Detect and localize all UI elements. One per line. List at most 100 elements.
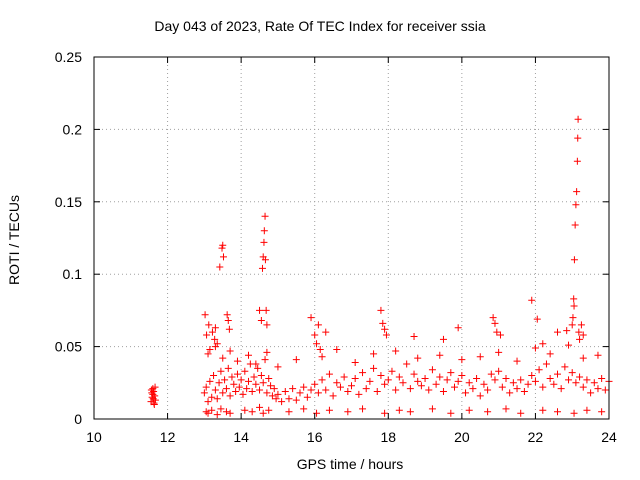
data-point [311, 380, 319, 388]
data-point [528, 372, 536, 380]
data-point [517, 409, 525, 417]
data-point [272, 395, 280, 403]
data-point [403, 360, 411, 368]
data-point [261, 356, 269, 364]
data-point [223, 311, 231, 319]
data-point [572, 379, 580, 387]
data-point [469, 385, 477, 393]
data-point [439, 335, 447, 343]
data-point [344, 387, 352, 395]
data-point [546, 374, 554, 382]
data-point [205, 321, 213, 329]
data-point [322, 328, 330, 336]
data-point [289, 385, 297, 393]
data-point [226, 347, 234, 355]
data-point [587, 389, 595, 397]
data-point [570, 409, 578, 417]
data-point [381, 380, 389, 388]
data-point [263, 389, 271, 397]
data-point [443, 376, 451, 384]
data-point [260, 238, 268, 246]
data-point [370, 364, 378, 372]
data-point [462, 389, 470, 397]
data-point [241, 406, 249, 414]
data-point [565, 376, 573, 384]
data-point [333, 345, 341, 353]
data-point [598, 408, 606, 416]
data-point [571, 221, 579, 229]
data-point [204, 398, 212, 406]
data-point [274, 363, 282, 371]
data-point [565, 341, 573, 349]
data-point [215, 379, 223, 387]
data-point [406, 408, 414, 416]
data-point [436, 351, 444, 359]
data-point [216, 263, 224, 271]
data-point [252, 380, 260, 388]
data-point [382, 331, 390, 339]
data-point [579, 331, 587, 339]
y-tick-label: 0 [74, 411, 82, 427]
data-point [233, 370, 241, 378]
data-point [201, 311, 209, 319]
data-point [573, 157, 581, 165]
data-point [594, 385, 602, 393]
data-point [261, 212, 269, 220]
data-point [569, 314, 577, 322]
data-point [316, 345, 324, 353]
data-point [436, 373, 444, 381]
data-point [465, 406, 473, 414]
y-tick-label: 0.15 [55, 194, 82, 210]
data-point [285, 408, 293, 416]
data-point [359, 405, 367, 413]
data-point [473, 374, 481, 382]
data-point [248, 387, 256, 395]
data-point [202, 383, 210, 391]
data-point [151, 383, 159, 391]
data-point [333, 379, 341, 387]
data-point [590, 379, 598, 387]
data-point [414, 377, 422, 385]
data-point [211, 335, 219, 343]
data-point [248, 408, 256, 416]
data-point [598, 374, 606, 382]
data-point [226, 409, 234, 417]
data-point [395, 373, 403, 381]
data-point [454, 377, 462, 385]
data-point [539, 406, 547, 414]
data-point [263, 321, 271, 329]
data-point [458, 372, 466, 380]
data-point [252, 360, 260, 368]
data-point [313, 409, 321, 417]
data-point [150, 401, 158, 409]
data-point [281, 387, 289, 395]
data-point [366, 377, 374, 385]
data-point [228, 373, 236, 381]
data-point [384, 376, 392, 384]
data-point [568, 369, 576, 377]
data-point [502, 374, 510, 382]
chart-title: Day 043 of 2023, Rate Of TEC Index for r… [154, 18, 486, 34]
data-point [546, 350, 554, 358]
data-points [147, 115, 613, 419]
data-point [256, 386, 264, 394]
data-point [535, 366, 543, 374]
x-tick-label: 22 [528, 429, 544, 445]
data-point [439, 387, 447, 395]
data-point [217, 367, 225, 375]
data-point [300, 405, 308, 413]
x-tick-label: 20 [454, 429, 470, 445]
y-tick-label: 0.1 [63, 266, 83, 282]
data-point [206, 377, 214, 385]
data-point [336, 383, 344, 391]
data-point [222, 408, 230, 416]
data-point [344, 408, 352, 416]
data-point [568, 321, 576, 329]
data-point [484, 386, 492, 394]
data-point [377, 372, 385, 380]
data-point [491, 319, 499, 327]
data-point [406, 385, 414, 393]
plot-frame [93, 56, 610, 420]
data-point [219, 354, 227, 362]
